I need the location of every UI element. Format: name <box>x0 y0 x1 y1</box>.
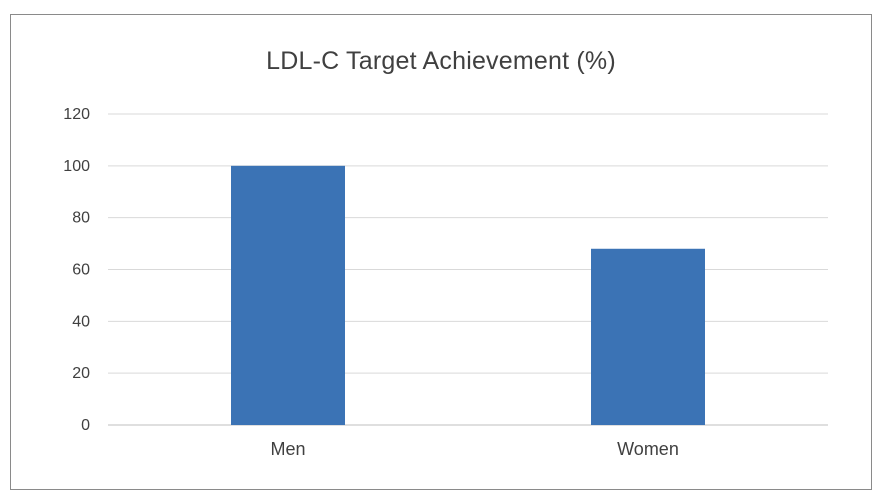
y-tick-label: 60 <box>72 262 90 279</box>
chart-frame: LDL-C Target Achievement (%) <box>10 14 872 490</box>
y-tick-label: 100 <box>63 158 90 175</box>
x-tick-label-women: Women <box>617 439 679 459</box>
chart-title: LDL-C Target Achievement (%) <box>266 47 616 75</box>
bar-men <box>231 165 345 426</box>
gridlines <box>108 113 828 426</box>
bar-women <box>591 248 705 425</box>
y-tick-label: 20 <box>72 365 90 382</box>
y-tick-label: 120 <box>63 106 90 123</box>
y-tick-label: 40 <box>72 313 90 330</box>
bars <box>231 165 705 426</box>
x-axis-ticks: Men Women <box>270 439 678 459</box>
y-axis-ticks: 0 20 40 60 80 100 120 <box>63 106 90 434</box>
y-tick-label: 0 <box>81 417 90 434</box>
y-tick-label: 80 <box>72 210 90 227</box>
x-tick-label-men: Men <box>270 439 305 459</box>
